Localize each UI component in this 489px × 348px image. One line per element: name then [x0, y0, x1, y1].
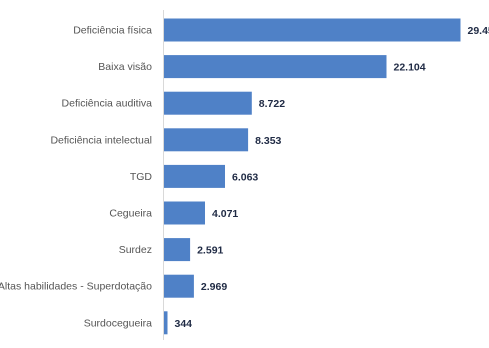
value-label-5: 4.071 [212, 208, 238, 220]
category-label-3: Deficiência intelectual [50, 134, 152, 146]
value-label-7: 2.969 [201, 281, 227, 293]
bar-7 [164, 274, 194, 298]
value-label-8: 344 [175, 318, 193, 330]
category-label-4: TGD [130, 171, 153, 183]
bar-3 [164, 128, 249, 152]
category-label-5: Cegueira [109, 208, 152, 220]
category-label-6: Surdez [119, 244, 152, 256]
bar-2 [164, 91, 252, 115]
category-label-1: Baixa visão [98, 61, 152, 73]
bars-layer: Deficiência física 29.454 Baixa visão 22.10… [0, 18, 489, 335]
value-label-3: 8.353 [255, 135, 281, 147]
value-label-1: 22.104 [394, 62, 426, 74]
bar-8 [164, 311, 168, 335]
category-label-2: Deficiência auditiva [62, 98, 153, 110]
category-label-8: Surdocegueira [84, 317, 152, 329]
category-label-7: Altas habilidades - Superdotação [0, 281, 152, 293]
bar-6 [164, 238, 191, 262]
value-label-0: 29.454 [468, 25, 489, 37]
bar-0 [164, 18, 461, 42]
bar-1 [164, 55, 387, 79]
bar-5 [164, 201, 205, 225]
value-label-4: 6.063 [232, 171, 258, 183]
category-label-0: Deficiência física [73, 25, 152, 37]
value-label-6: 2.591 [197, 245, 223, 257]
bar-4 [164, 164, 225, 188]
value-label-2: 8.722 [259, 98, 285, 110]
